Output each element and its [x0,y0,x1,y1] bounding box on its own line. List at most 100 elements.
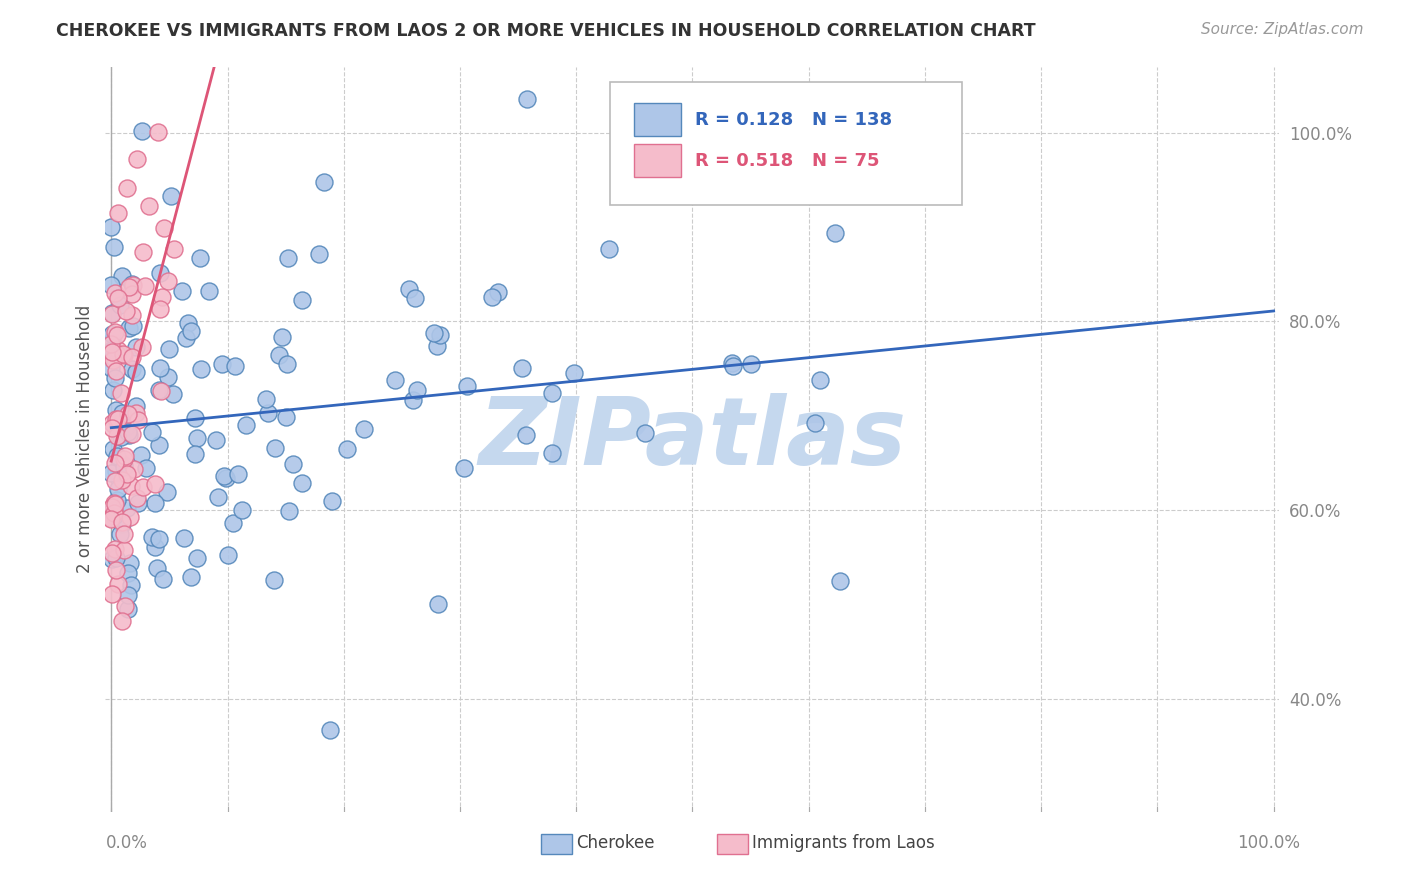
Point [148,125,170,139]
Point [101,500,124,515]
Point [157,342,180,356]
Point [211,358,233,372]
Text: R = 0.518   N = 75: R = 0.518 N = 75 [695,152,879,169]
Point [121,287,143,301]
Point [117,602,139,616]
Point [308,247,330,261]
Point [104,456,127,470]
Point [160,188,183,202]
Point [174,331,197,345]
Point [190,361,212,376]
Point [101,383,124,397]
Point [105,364,128,378]
Point [173,531,195,545]
Point [291,293,314,307]
Point [100,361,122,376]
Point [105,492,128,507]
Point [108,298,131,312]
Point [281,457,304,471]
Point [101,343,124,357]
Y-axis label: 2 or more Vehicles in Household: 2 or more Vehicles in Household [76,305,94,574]
Point [111,515,134,529]
Point [131,124,153,138]
Point [117,408,139,422]
Text: 0.0%: 0.0% [105,834,148,852]
Point [107,411,129,425]
Point [100,511,122,525]
Point [516,92,538,106]
Point [125,491,148,506]
Point [270,330,292,344]
Point [321,493,343,508]
Point [721,356,744,370]
Text: ZIPatlas: ZIPatlas [478,393,907,485]
Text: CHEROKEE VS IMMIGRANTS FROM LAOS 2 OR MORE VEHICLES IN HOUSEHOLD CORRELATION CHA: CHEROKEE VS IMMIGRANTS FROM LAOS 2 OR MO… [56,22,1036,40]
Point [100,327,122,342]
Point [180,570,202,584]
Point [101,552,124,566]
Point [150,290,173,304]
Point [257,406,280,420]
Point [114,526,136,541]
Point [398,282,420,296]
Point [117,181,139,195]
Point [131,448,153,462]
Point [125,152,148,166]
Point [121,308,143,322]
Point [103,418,125,433]
Point [231,502,253,516]
FancyBboxPatch shape [610,82,963,204]
Point [184,447,207,461]
Text: R = 0.128   N = 138: R = 0.128 N = 138 [695,111,891,128]
Point [149,266,172,280]
Point [214,471,236,485]
Point [336,442,359,457]
Point [103,541,125,556]
Point [107,482,129,496]
Point [104,412,127,426]
Point [103,351,125,365]
Text: 100.0%: 100.0% [1237,834,1301,852]
Point [121,319,143,334]
Point [100,219,122,234]
Point [127,496,149,510]
Point [224,359,246,373]
Point [148,532,170,546]
Point [101,546,124,560]
Point [721,359,744,373]
Point [108,526,131,541]
Point [112,458,135,473]
Point [125,406,148,420]
Point [118,428,141,442]
Point [104,285,127,300]
Bar [634,145,681,178]
Point [422,326,444,341]
Point [453,460,475,475]
Point [125,365,148,379]
Point [125,399,148,413]
Point [101,345,124,359]
Point [186,550,208,565]
Point [100,337,122,351]
Point [184,410,207,425]
Point [540,446,562,460]
Point [101,587,124,601]
Point [276,410,298,425]
Point [104,325,127,339]
Point [112,460,135,475]
Point [152,572,174,586]
Point [226,467,249,481]
Point [512,360,534,375]
Point [107,577,129,591]
Point [104,474,127,488]
Point [235,418,257,433]
Point [263,441,285,455]
Point [105,328,128,343]
Point [198,284,221,298]
Point [103,496,125,510]
Point [121,351,143,365]
Point [406,383,429,397]
Point [118,321,141,335]
Point [110,430,132,444]
Point [112,451,135,466]
